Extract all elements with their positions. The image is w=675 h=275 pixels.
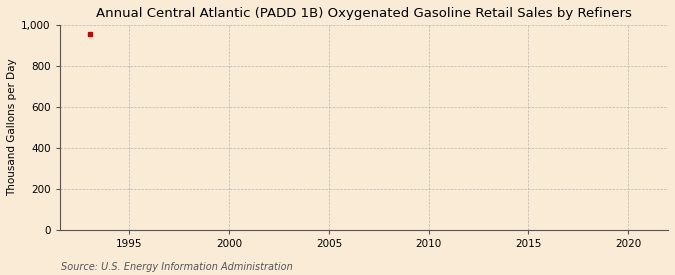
Title: Annual Central Atlantic (PADD 1B) Oxygenated Gasoline Retail Sales by Refiners: Annual Central Atlantic (PADD 1B) Oxygen… <box>96 7 632 20</box>
Text: Source: U.S. Energy Information Administration: Source: U.S. Energy Information Administ… <box>61 262 292 272</box>
Y-axis label: Thousand Gallons per Day: Thousand Gallons per Day <box>7 59 17 196</box>
